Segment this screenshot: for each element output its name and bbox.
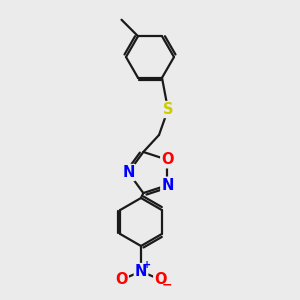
Text: −: − — [162, 278, 172, 292]
Text: N: N — [161, 178, 174, 193]
Text: +: + — [143, 260, 151, 271]
Text: N: N — [135, 264, 147, 279]
Text: O: O — [161, 152, 174, 167]
Text: O: O — [154, 272, 167, 287]
Text: N: N — [122, 165, 135, 180]
Text: O: O — [115, 272, 128, 287]
Text: S: S — [163, 102, 173, 117]
